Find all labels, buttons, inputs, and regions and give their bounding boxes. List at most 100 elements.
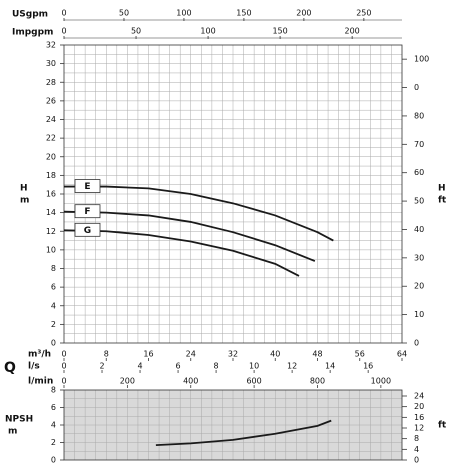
- y2-axis-unit: ft: [438, 196, 447, 206]
- x-axis-label: l/min: [28, 377, 53, 387]
- x-axis-label: l/s: [28, 362, 40, 372]
- y-tick-label: 4: [51, 301, 56, 310]
- y-tick-label: 8: [51, 264, 56, 273]
- y-tick-label: 6: [51, 283, 56, 292]
- y-tick-label: 6: [51, 403, 56, 412]
- x-tick-label: 100: [200, 27, 215, 36]
- curve: [155, 419, 332, 447]
- legend-label: E: [84, 182, 90, 192]
- curve: [64, 185, 334, 242]
- x-tick-label: 50: [119, 9, 129, 18]
- y-axis-unit: m: [8, 427, 17, 437]
- y-tick-label: 18: [46, 171, 56, 180]
- y-tick-label: 2: [51, 320, 56, 329]
- x-tick-label: 50: [131, 27, 141, 36]
- x-tick-label: 8: [104, 350, 109, 359]
- y2-tick-label: 4: [414, 445, 419, 454]
- y2-tick-label: 70: [414, 140, 424, 149]
- y2-axis-unit: ft: [438, 421, 447, 431]
- x-tick-label: 6: [176, 362, 181, 371]
- x-tick-label: 16: [143, 350, 153, 359]
- x-tick-label: 100: [176, 9, 191, 18]
- y2-tick-label: 60: [414, 168, 424, 177]
- x-tick-label: 200: [296, 9, 311, 18]
- x-tick-label: 150: [236, 9, 251, 18]
- x-tick-label: 24: [186, 350, 196, 359]
- y2-tick-label: 100: [414, 55, 429, 64]
- y2-tick-label: 10: [414, 310, 424, 319]
- y2-tick-label: 0: [414, 456, 419, 465]
- y-tick-label: 0: [51, 339, 56, 348]
- y-tick-label: 14: [46, 208, 56, 217]
- y-tick-label: 10: [46, 245, 56, 254]
- x-tick-label: 800: [310, 377, 325, 386]
- y-tick-label: 16: [46, 190, 56, 199]
- y-axis-label: H: [20, 184, 28, 194]
- x-tick-label: 0: [61, 350, 66, 359]
- legend-label: G: [84, 226, 91, 236]
- y2-axis-label: H: [438, 184, 446, 194]
- x-tick-label: 250: [356, 9, 371, 18]
- y-tick-label: 0: [51, 456, 56, 465]
- y2-tick-label: 8: [414, 434, 419, 443]
- plot-frame: [63, 389, 403, 461]
- x-axis-label: m³/h: [28, 350, 51, 360]
- x-tick-label: 400: [183, 377, 198, 386]
- x-tick-label: 40: [270, 350, 280, 359]
- y-tick-label: 32: [46, 41, 56, 50]
- y2-tick-label: 24: [414, 392, 424, 401]
- x-tick-label: 12: [287, 362, 297, 371]
- x-tick-label: 56: [355, 350, 365, 359]
- curve: [63, 229, 300, 277]
- x-tick-label: 16: [363, 362, 373, 371]
- legend-box: [74, 179, 101, 193]
- y-tick-label: 28: [46, 78, 56, 87]
- y2-tick-label: 80: [414, 111, 424, 120]
- x-tick-label: 2: [99, 362, 104, 371]
- y-tick-label: 8: [51, 386, 56, 395]
- y2-tick-label: 40: [414, 225, 424, 234]
- y2-tick-label: 50: [414, 197, 424, 206]
- x-tick-label: 200: [120, 377, 135, 386]
- x-axis-label: USgpm: [12, 10, 48, 20]
- y2-tick-label: 0: [414, 339, 419, 348]
- y2-tick-label: 0: [414, 83, 419, 92]
- y-tick-label: 2: [51, 438, 56, 447]
- y-axis-unit: m: [20, 196, 29, 206]
- legend-box: [74, 222, 101, 237]
- y-tick-label: 22: [46, 134, 56, 143]
- x-tick-label: 32: [228, 350, 238, 359]
- x-tick-label: 0: [61, 362, 66, 371]
- x-tick-label: 14: [325, 362, 335, 371]
- y2-tick-label: 16: [414, 413, 424, 422]
- legend-label: F: [84, 207, 90, 217]
- legend-box: [74, 204, 101, 219]
- x-tick-label: 8: [214, 362, 219, 371]
- y-tick-label: 4: [51, 421, 56, 430]
- y2-tick-label: 30: [414, 253, 424, 262]
- x-tick-label: 0: [61, 27, 66, 36]
- y2-tick-label: 12: [414, 424, 424, 433]
- x-tick-label: 600: [246, 377, 261, 386]
- y-tick-label: 30: [46, 59, 56, 68]
- x-tick-label: 0: [61, 9, 66, 18]
- y-axis-label: NPSH: [5, 415, 33, 425]
- x-tick-label: 150: [272, 27, 287, 36]
- y-tick-label: 24: [46, 115, 56, 124]
- x-tick-label: 4: [137, 362, 142, 371]
- x-tick-label: 1000: [371, 377, 391, 386]
- x-tick-label: 200: [345, 27, 360, 36]
- x-tick-label: 48: [312, 350, 322, 359]
- x-tick-label: 64: [397, 350, 407, 359]
- flow-label: Q: [4, 360, 16, 376]
- y-tick-label: 12: [46, 227, 56, 236]
- plot-frame: [63, 44, 403, 344]
- curve: [63, 210, 316, 262]
- y2-tick-label: 20: [414, 282, 424, 291]
- y-tick-label: 26: [46, 96, 56, 105]
- x-axis-label: Impgpm: [12, 28, 53, 38]
- y-tick-label: 20: [46, 152, 56, 161]
- x-tick-label: 10: [249, 362, 259, 371]
- x-tick-label: 0: [61, 377, 66, 386]
